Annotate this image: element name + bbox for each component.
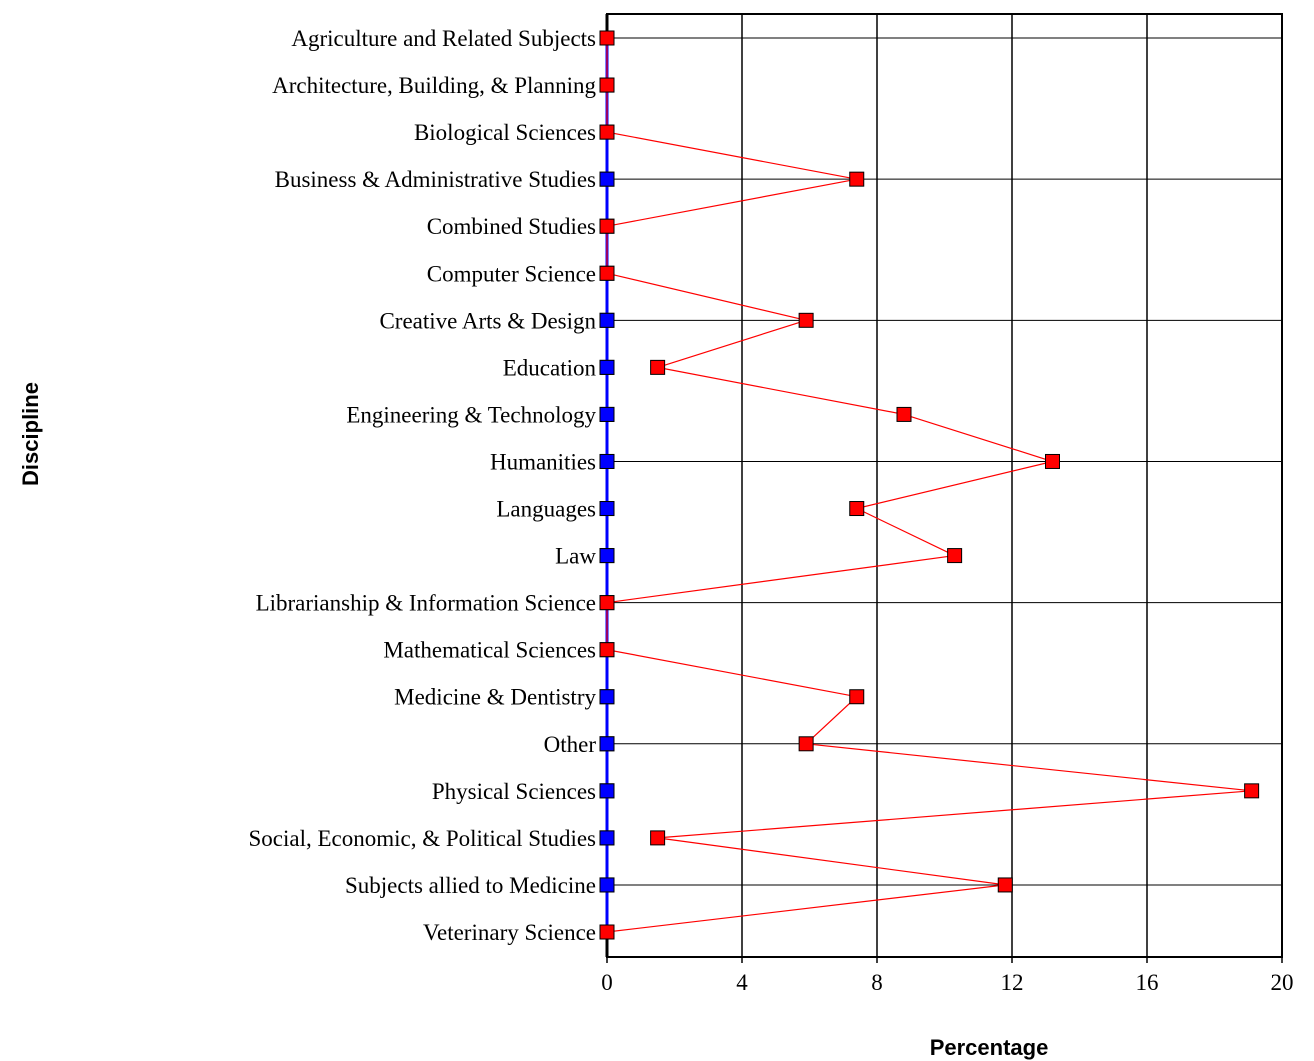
y-tick-label: Engineering & Technology bbox=[346, 402, 596, 427]
x-tick-label: 16 bbox=[1136, 970, 1159, 995]
y-tick-label: Subjects allied to Medicine bbox=[345, 873, 596, 898]
y-tick-label: Computer Science bbox=[427, 261, 596, 286]
data-point bbox=[798, 312, 814, 328]
data-point bbox=[599, 359, 615, 375]
x-tick-label: 4 bbox=[736, 970, 748, 995]
data-point bbox=[599, 265, 615, 281]
data-point bbox=[599, 171, 615, 187]
y-tick-label: Medicine & Dentistry bbox=[394, 685, 596, 710]
y-tick-label: Social, Economic, & Political Studies bbox=[248, 826, 596, 851]
y-tick-label: Other bbox=[544, 732, 597, 757]
y-tick-label: Creative Arts & Design bbox=[379, 308, 596, 333]
data-point bbox=[599, 312, 615, 328]
data-point bbox=[599, 453, 615, 469]
data-point bbox=[599, 406, 615, 422]
data-point bbox=[599, 595, 615, 611]
x-tick-label: 20 bbox=[1271, 970, 1294, 995]
y-tick-label: Biological Sciences bbox=[414, 120, 596, 145]
x-tick-label: 12 bbox=[1001, 970, 1024, 995]
data-point bbox=[849, 689, 865, 705]
data-point bbox=[599, 642, 615, 658]
y-tick-label: Business & Administrative Studies bbox=[275, 167, 596, 192]
data-point bbox=[997, 877, 1013, 893]
data-point bbox=[599, 783, 615, 799]
data-point bbox=[650, 830, 666, 846]
y-tick-label: Languages bbox=[496, 497, 596, 522]
y-tick-label: Librarianship & Information Science bbox=[256, 591, 596, 616]
data-point bbox=[599, 736, 615, 752]
data-point bbox=[1244, 783, 1260, 799]
data-point bbox=[599, 689, 615, 705]
x-tick-label: 0 bbox=[601, 970, 613, 995]
y-tick-label: Education bbox=[503, 355, 597, 380]
y-tick-label: Agriculture and Related Subjects bbox=[291, 26, 596, 51]
data-point bbox=[599, 924, 615, 940]
data-point bbox=[599, 124, 615, 140]
data-point bbox=[947, 548, 963, 564]
data-point bbox=[849, 501, 865, 517]
y-tick-label: Veterinary Science bbox=[423, 920, 596, 945]
y-tick-label: Combined Studies bbox=[427, 214, 596, 239]
series-line bbox=[606, 38, 1252, 933]
data-point bbox=[896, 406, 912, 422]
data-point bbox=[599, 830, 615, 846]
data-point bbox=[599, 877, 615, 893]
data-point bbox=[1045, 453, 1060, 469]
data-point bbox=[650, 359, 666, 375]
data-point bbox=[599, 30, 615, 46]
data-point bbox=[599, 77, 615, 93]
data-point bbox=[849, 171, 865, 187]
y-tick-label: Humanities bbox=[490, 449, 596, 474]
y-tick-label: Architecture, Building, & Planning bbox=[272, 73, 596, 98]
data-point bbox=[599, 501, 615, 517]
data-point bbox=[798, 736, 814, 752]
y-axis-title: Discipline bbox=[18, 382, 43, 486]
data-point bbox=[599, 218, 615, 234]
y-tick-label: Law bbox=[555, 544, 596, 569]
x-tick-label: 8 bbox=[871, 970, 883, 995]
data-point bbox=[599, 548, 615, 564]
y-tick-label: Mathematical Sciences bbox=[383, 638, 596, 663]
y-tick-label: Physical Sciences bbox=[432, 779, 596, 804]
x-axis-title: Percentage bbox=[930, 1035, 1049, 1060]
